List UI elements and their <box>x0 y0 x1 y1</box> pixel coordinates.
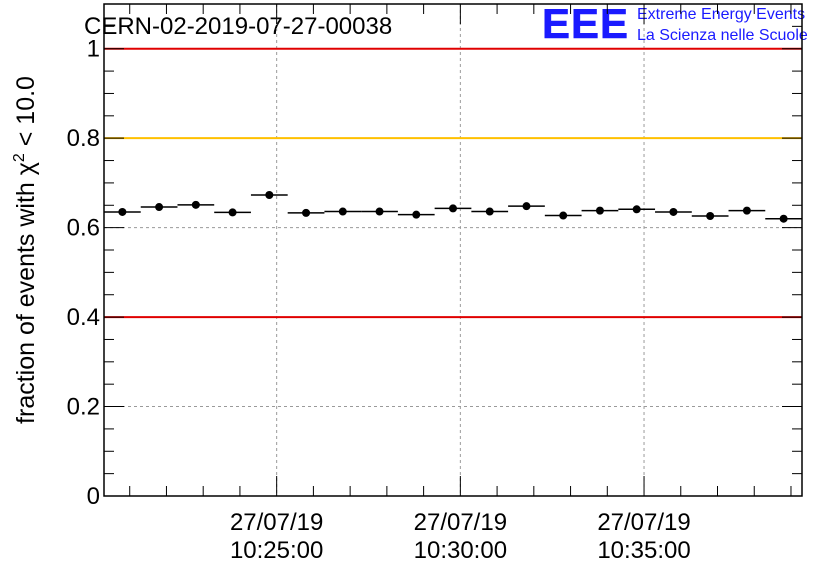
data-point <box>559 211 568 220</box>
y-tick-label: 0 <box>87 483 100 510</box>
data-point <box>485 207 494 216</box>
eee-logo: EEE Extreme Energy Events La Scienza nel… <box>542 0 808 47</box>
data-point <box>449 204 457 213</box>
data-point <box>118 207 127 216</box>
axes: 00.20.40.60.8127/07/1910:25:0027/07/1910… <box>67 3 803 564</box>
data-point <box>632 205 641 214</box>
data-point <box>779 214 788 223</box>
y-axis-label-threshold: < 10.0 <box>12 76 40 153</box>
data-point <box>302 208 311 217</box>
data-point <box>338 207 347 216</box>
y-tick-label: 1 <box>87 36 100 63</box>
data-points <box>104 190 802 223</box>
data-point <box>669 207 678 216</box>
data-point <box>265 190 274 199</box>
x-tick-label-date: 27/07/19 <box>230 509 323 536</box>
data-point <box>191 200 200 209</box>
x-tick-label-time: 10:35:00 <box>597 537 690 564</box>
data-point <box>595 206 604 215</box>
data-point <box>412 210 421 219</box>
x-tick-label-date: 27/07/19 <box>414 509 507 536</box>
y-tick-label: 0.2 <box>67 394 100 421</box>
x-tick-label-time: 10:25:00 <box>230 537 323 564</box>
y-tick-label: 0.4 <box>67 304 100 331</box>
y-axis-label-chi: χ <box>12 162 40 175</box>
svg-text:fraction of events with χ2 < 1: fraction of events with χ2 < 10.0 <box>11 76 40 424</box>
x-tick-label-time: 10:30:00 <box>414 537 507 564</box>
data-point <box>706 212 715 221</box>
y-axis-label-text: fraction of events with <box>12 175 40 424</box>
reference-lines <box>104 47 802 319</box>
x-tick-label-date: 27/07/19 <box>597 509 690 536</box>
eee-logo-line2: La Scienza nelle Scuole <box>637 27 808 44</box>
data-point <box>228 208 237 217</box>
y-tick-label: 0.6 <box>67 215 100 242</box>
y-axis-label: fraction of events with χ2 < 10.0 <box>11 76 40 424</box>
chart-title: CERN-02-2019-07-27-00038 <box>84 13 392 40</box>
data-point <box>742 206 751 215</box>
y-axis-label-superscript: 2 <box>11 153 28 162</box>
data-point <box>375 207 384 216</box>
eee-logo-line1: Extreme Energy Events <box>637 6 805 23</box>
eee-logo-mark: EEE <box>542 0 629 47</box>
data-point <box>522 202 531 211</box>
data-point <box>155 203 164 212</box>
y-tick-label: 0.8 <box>67 125 100 152</box>
